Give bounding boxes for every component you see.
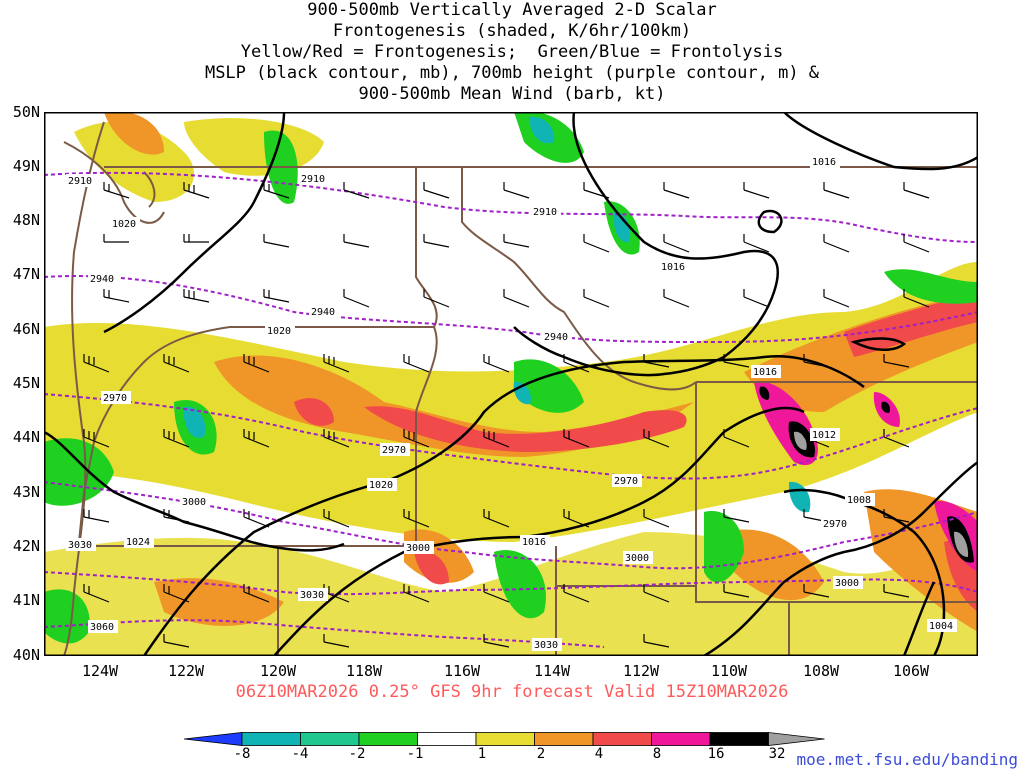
lat-label-46n: 46N bbox=[12, 320, 40, 338]
height-label-2940-c: 2940 bbox=[544, 332, 568, 343]
height-label-2970-a: 2970 bbox=[103, 393, 127, 404]
height-label-2970-d: 2970 bbox=[823, 519, 847, 530]
colorbar-label-minus4: -4 bbox=[291, 746, 309, 762]
height-label-3000-d: 3000 bbox=[835, 578, 859, 589]
lon-label-106w: 106W bbox=[892, 662, 930, 680]
height-label-3030-b: 3030 bbox=[300, 590, 324, 601]
lat-label-43n: 43N bbox=[12, 483, 40, 501]
height-label-3030-a: 3030 bbox=[68, 540, 92, 551]
lon-label-124w: 124W bbox=[81, 662, 119, 680]
mslp-label-1020-id: 1020 bbox=[369, 480, 393, 491]
height-label-3000-b: 3000 bbox=[406, 543, 430, 554]
colorbar-segment-2 bbox=[300, 732, 360, 746]
colorbar-label-16: 16 bbox=[707, 746, 725, 762]
lat-label-44n: 44N bbox=[12, 428, 40, 446]
height-label-2910-b: 2910 bbox=[301, 174, 325, 185]
height-labels: 2910 2910 2910 2940 2940 2940 2970 2970 … bbox=[66, 172, 863, 651]
mslp-label-1012: 1012 bbox=[812, 430, 836, 441]
mslp-labels: 1016 1020 1016 1020 1016 1012 1020 1008 … bbox=[110, 155, 957, 632]
lon-label-114w: 114W bbox=[533, 662, 571, 680]
height-label-2910-c: 2910 bbox=[533, 207, 557, 218]
colorbar bbox=[184, 732, 825, 746]
wind-barbs bbox=[83, 182, 930, 648]
colorbar-label-1: 1 bbox=[477, 746, 487, 762]
mslp-label-1016-mt: 1016 bbox=[661, 262, 685, 273]
colorbar-segment-5 bbox=[475, 732, 535, 746]
colorbar-label-minus1: -1 bbox=[406, 746, 424, 762]
colorbar-label-8: 8 bbox=[652, 746, 662, 762]
colorbar-label-32: 32 bbox=[768, 746, 786, 762]
mslp-label-1016-ne: 1016 bbox=[812, 157, 836, 168]
colorbar-segment-0 bbox=[184, 732, 243, 746]
lat-label-47n: 47N bbox=[12, 265, 40, 283]
mslp-label-1016-wy: 1016 bbox=[753, 367, 777, 378]
colorbar-segment-4 bbox=[417, 732, 477, 746]
lon-label-120w: 120W bbox=[259, 662, 297, 680]
map-border bbox=[44, 112, 978, 656]
colorbar-segment-1 bbox=[241, 732, 301, 746]
mslp-label-1020-nw: 1020 bbox=[112, 219, 136, 230]
lat-label-42n: 42N bbox=[12, 537, 40, 555]
height-label-2970-b: 2970 bbox=[382, 445, 406, 456]
mslp-label-1008: 1008 bbox=[847, 495, 871, 506]
colorbar-segment-6 bbox=[534, 732, 594, 746]
lon-label-116w: 116W bbox=[443, 662, 481, 680]
height-label-3000-c: 3000 bbox=[625, 553, 649, 564]
height-label-3030-c: 3030 bbox=[534, 640, 558, 651]
lat-label-40n: 40N bbox=[12, 646, 40, 664]
colorbar-segment-9 bbox=[709, 732, 769, 746]
lon-label-108w: 108W bbox=[802, 662, 840, 680]
site-url-link[interactable]: moe.met.fsu.edu/banding bbox=[796, 750, 1018, 769]
colorbar-segment-7 bbox=[592, 732, 652, 746]
lon-label-122w: 122W bbox=[167, 662, 205, 680]
valid-time-label: 06Z10MAR2026 0.25° GFS 9hr forecast Vali… bbox=[235, 682, 789, 702]
title-line-4: MSLP (black contour, mb), 700mb height (… bbox=[204, 63, 820, 83]
mslp-label-1024: 1024 bbox=[126, 537, 150, 548]
map-panel: 1016 1020 1016 1020 1016 1012 1020 1008 … bbox=[44, 112, 978, 656]
height-label-2940-a: 2940 bbox=[90, 274, 114, 285]
mslp-label-1016-ut: 1016 bbox=[522, 537, 546, 548]
mslp-label-1004: 1004 bbox=[929, 621, 953, 632]
lon-label-118w: 118W bbox=[345, 662, 383, 680]
colorbar-label-4: 4 bbox=[594, 746, 604, 762]
colorbar-segment-10 bbox=[768, 732, 825, 746]
colorbar-label-2: 2 bbox=[536, 746, 546, 762]
title-line-2: Frontogenesis (shaded, K/6hr/100km) bbox=[332, 21, 692, 41]
title-line-5: 900-500mb Mean Wind (barb, kt) bbox=[358, 84, 666, 104]
height-label-2940-b: 2940 bbox=[311, 307, 335, 318]
height-label-3000-a: 3000 bbox=[182, 497, 206, 508]
mslp-label-1020-or: 1020 bbox=[267, 326, 291, 337]
colorbar-segment-3 bbox=[358, 732, 418, 746]
lat-label-45n: 45N bbox=[12, 374, 40, 392]
height-label-2910-a: 2910 bbox=[68, 176, 92, 187]
title-line-3: Yellow/Red = Frontogenesis; Green/Blue =… bbox=[240, 42, 784, 62]
title-line-1: 900-500mb Vertically Averaged 2-D Scalar bbox=[307, 0, 717, 20]
lat-label-41n: 41N bbox=[12, 591, 40, 609]
lat-label-50n: 50N bbox=[12, 103, 40, 121]
lat-label-49n: 49N bbox=[12, 157, 40, 175]
colorbar-segment-8 bbox=[651, 732, 711, 746]
lat-label-48n: 48N bbox=[12, 211, 40, 229]
lon-label-112w: 112W bbox=[622, 662, 660, 680]
colorbar-label-minus8: -8 bbox=[233, 746, 251, 762]
colorbar-label-minus2: -2 bbox=[348, 746, 366, 762]
height-label-2970-c: 2970 bbox=[614, 476, 638, 487]
height-label-3060: 3060 bbox=[90, 622, 114, 633]
lon-label-110w: 110W bbox=[710, 662, 748, 680]
